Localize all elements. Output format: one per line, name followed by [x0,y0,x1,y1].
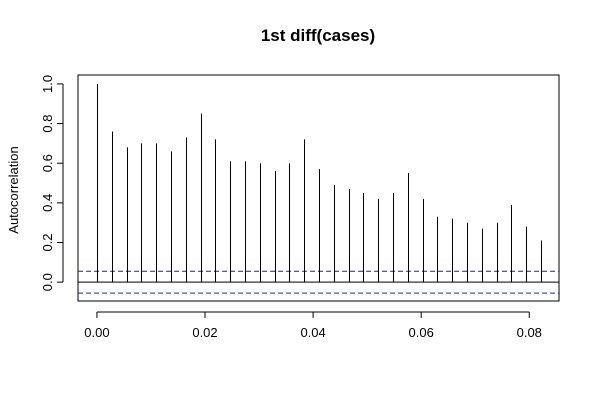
x-tick-label: 0.06 [409,325,434,340]
x-tick-label: 0.02 [192,325,217,340]
y-tick-label: 0.4 [40,194,55,212]
x-tick-label: 0.04 [300,325,325,340]
y-tick-label: 0.2 [40,233,55,251]
plot-frame [77,74,560,302]
y-tick-label: 0.6 [40,154,55,172]
x-tick-label: 0.08 [517,325,542,340]
x-tick-label: 0.00 [84,325,109,340]
y-tick-label: 1.0 [40,75,55,93]
acf-marks: 0.00 0.02 0.04 0.06 0.08 0.0 0.2 0.4 0.6 0.8 1.0 [40,75,559,340]
y-tick-label: 0.0 [40,273,55,291]
y-axis-label: Autocorrelation [6,146,21,233]
chart-title: 1st diff(cases) [261,26,375,45]
y-tick-label: 0.8 [40,115,55,133]
